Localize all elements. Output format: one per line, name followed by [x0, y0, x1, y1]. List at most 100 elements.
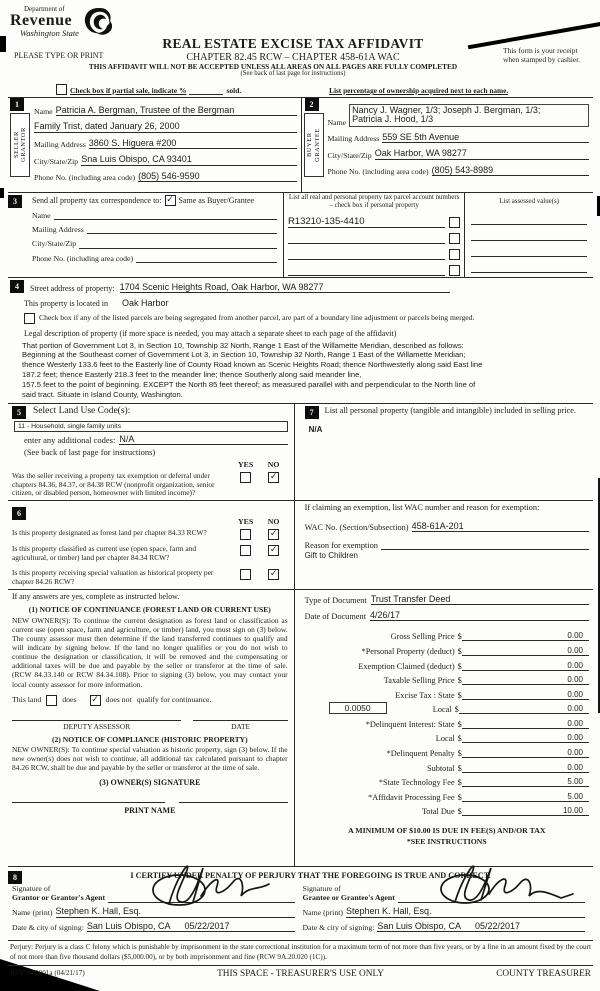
continuance-qualify-row: This land does ✓ does not qualify for co… — [12, 694, 288, 706]
scan-artifact-left2 — [0, 188, 4, 198]
reason-field[interactable] — [380, 549, 589, 551]
subtotal-field[interactable]: 0.00 — [461, 763, 589, 773]
excise-tax-state-field[interactable]: 0.00 — [461, 690, 589, 700]
personal-property-field[interactable]: N/A — [308, 424, 323, 434]
buyer-mailing-field[interactable]: 559 SE 5th Avenue — [382, 132, 589, 144]
personal-property-deduct-field[interactable]: 0.00 — [461, 646, 589, 656]
receipt-note: This form is your receipt when stamped b… — [503, 46, 581, 65]
historic-yes-checkbox[interactable] — [240, 568, 252, 580]
scan-artifact-right2 — [597, 478, 600, 713]
section-1-number: 1 — [10, 98, 24, 111]
assessed-value-field-1[interactable] — [471, 213, 587, 226]
buyer-block: 2 BUYER GRANTEE Name Nancy J. Wagner, 1/… — [300, 98, 594, 192]
type-of-document-field[interactable]: Trust Transfer Deed — [370, 594, 589, 605]
grantor-date-city-field[interactable]: San Luis Obispo, CA 05/22/2017 — [86, 921, 295, 933]
seller-name-field[interactable]: Patricia A. Bergman, Trustee of the Berg… — [55, 105, 297, 117]
grantor-signature-field[interactable] — [108, 864, 295, 906]
parcel-personal-checkbox-3[interactable] — [449, 248, 461, 260]
buyer-city-field[interactable]: Oak Harbor, WA 98277 — [374, 148, 589, 160]
tax-table: Gross Selling Price $0.00 *Personal Prope… — [305, 627, 589, 817]
same-as-buyer-checkbox[interactable]: ✓ — [164, 195, 176, 206]
parcel-number-field-4[interactable] — [287, 274, 446, 276]
grantor-name-print-field[interactable]: Stephen K. Hall, Esq. — [55, 906, 295, 918]
delinquent-interest-local-field[interactable]: 0.00 — [461, 733, 589, 744]
located-in-field[interactable]: Oak Harbor — [121, 297, 169, 308]
tax-row-local: 0.0050 Local $0.00 — [305, 700, 589, 715]
wac-field[interactable]: 458-61A-201 — [411, 521, 589, 533]
does-not-checkbox[interactable]: ✓ — [89, 694, 101, 706]
date-of-document-field[interactable]: 4/26/17 — [369, 610, 589, 621]
current-use-no-checkbox[interactable]: ✓ — [268, 545, 280, 557]
segregated-note: Check box if any of the listed parcels a… — [39, 312, 475, 322]
owner-signature-field-1[interactable] — [12, 802, 165, 804]
delinquent-interest-state-field[interactable]: 0.00 — [461, 719, 589, 729]
yes-no-header-5: YES NO — [238, 459, 280, 469]
total-due-field[interactable]: 10.00 — [461, 806, 589, 817]
parcel-number-field[interactable]: R13210-135-4410 — [287, 216, 446, 228]
delinquent-penalty-field[interactable]: 0.00 — [461, 748, 589, 759]
tax-row-exemption: Exemption Claimed (deduct) $0.00 — [305, 656, 589, 671]
grantor-name-print-label: Name (print) — [12, 907, 53, 917]
additional-codes-field[interactable]: N/A — [119, 434, 288, 445]
forest-no-checkbox[interactable]: ✓ — [268, 529, 280, 541]
buyer-name-label: Name — [327, 117, 347, 127]
seller-city-field[interactable]: Sna Luis Obispo, CA 93401 — [81, 154, 297, 166]
land-use-code-field[interactable]: 11 - Household, single family units — [14, 420, 288, 432]
current-use-yes-checkbox[interactable] — [240, 545, 252, 557]
state-technology-fee-field[interactable]: 5.00 — [461, 777, 589, 788]
tax-row-excise-state: Excise Tax : State $0.00 — [305, 685, 589, 700]
personal-property-section: 7 List all personal property (tangible a… — [295, 404, 593, 501]
assessed-value-field-3[interactable] — [471, 245, 587, 258]
partial-percent-field[interactable] — [189, 94, 224, 95]
deferral-yes-checkbox[interactable] — [240, 471, 252, 483]
seller-phone-field[interactable]: (805) 546-9590 — [138, 171, 297, 183]
grantee-name-print-field[interactable]: Stephen K. Hall, Esq. — [346, 906, 585, 918]
corr-name-field[interactable] — [53, 219, 277, 221]
qualify-label: qualify for continuance. — [136, 695, 212, 705]
does-checkbox[interactable] — [46, 694, 58, 706]
buyer-name-field[interactable]: Nancy J. Wagner, 1/3; Joseph J. Bergman,… — [349, 104, 589, 127]
grantor-date-city-label: Date & city of signing: — [12, 922, 84, 932]
tax-row-taxable: Taxable Selling Price $0.00 — [305, 671, 589, 686]
grantee-name-print-label: Name (print) — [302, 907, 344, 917]
excise-tax-local-field[interactable]: 0.00 — [458, 704, 589, 715]
section-8-number: 8 — [8, 870, 22, 884]
owner-signature-field-2[interactable] — [178, 802, 288, 804]
deferral-question: Was the seller receiving a property tax … — [12, 470, 215, 498]
parcel-personal-checkbox-1[interactable] — [449, 216, 461, 228]
form-header: Department of Revenue Washington State P… — [8, 4, 593, 78]
historic-no-checkbox[interactable]: ✓ — [268, 568, 280, 580]
segregated-checkbox[interactable] — [24, 312, 35, 324]
seller-name-field-2[interactable]: Family Trist, dated January 26, 2000 — [34, 122, 297, 133]
grantee-signature-field[interactable] — [397, 865, 585, 904]
corr-phone-field[interactable] — [136, 261, 277, 263]
please-type-or-print: PLEASE TYPE OR PRINT — [14, 51, 104, 60]
parcel-personal-checkbox-4[interactable] — [449, 264, 461, 276]
tax-row-delinq-state: *Delinquent Interest: State $0.00 — [305, 714, 589, 729]
assessed-value-field-4[interactable] — [471, 261, 587, 274]
tax-row-delinq-local: Local $0.00 — [305, 729, 589, 744]
assessed-values-header: List assessed value(s) — [499, 198, 559, 205]
grantee-date-city-field[interactable]: San Luis Obispo, CA 05/22/2017 — [377, 921, 585, 933]
taxable-selling-price-field[interactable]: 0.00 — [461, 675, 589, 686]
affidavit-processing-fee-field[interactable]: 5.00 — [461, 792, 589, 802]
exemption-claimed-field[interactable]: 0.00 — [461, 661, 589, 671]
parcel-number-field-2[interactable] — [287, 242, 446, 244]
corr-city-field[interactable] — [79, 247, 277, 249]
deferral-no-checkbox[interactable]: ✓ — [268, 471, 280, 483]
buyer-phone-field[interactable]: (805) 543-8989 — [431, 165, 589, 177]
corr-mailing-field[interactable] — [86, 233, 277, 235]
forest-yes-checkbox[interactable] — [240, 529, 252, 541]
street-address-field[interactable]: 1704 Scenic Heights Road, Oak Harbor, WA… — [119, 282, 450, 293]
gross-selling-price-field[interactable]: 0.00 — [461, 631, 589, 642]
assessed-value-field-2[interactable] — [471, 229, 587, 242]
parcel-number-field-3[interactable] — [287, 258, 446, 260]
partial-sale-checkbox[interactable] — [56, 84, 67, 95]
notices-column: If any answers are yes, complete as inst… — [8, 589, 295, 866]
seller-mailing-field[interactable]: 3860 S. Higuera #200 — [88, 138, 297, 150]
section-2-number: 2 — [304, 98, 319, 111]
parcel-personal-checkbox-2[interactable] — [449, 232, 461, 244]
grantee-signature-block: Signature of Grantee or Grantee's Agent — [301, 865, 592, 933]
current-use-question: Is this property classified as current u… — [12, 544, 197, 563]
minimum-due-note: A MINIMUM OF $10.00 IS DUE IN FEE(S) AND… — [348, 826, 546, 846]
